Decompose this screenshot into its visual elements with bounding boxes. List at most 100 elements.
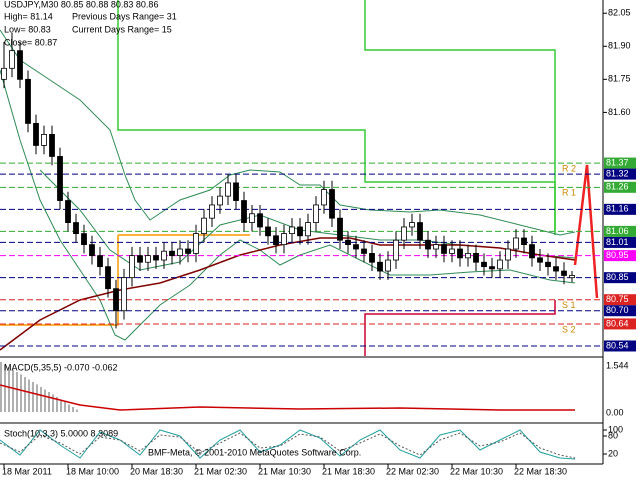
level-label: 80.95 xyxy=(606,250,629,260)
macd-axis-label: 0.00 xyxy=(606,407,624,417)
x-tick-label: 22 Mar 02:30 xyxy=(386,466,439,476)
candle-body xyxy=(433,244,439,250)
level-label: 80.64 xyxy=(606,318,629,328)
level-label-bg xyxy=(604,272,636,284)
macd-bar xyxy=(16,372,18,412)
stoch-tick-label: 100 xyxy=(608,424,623,434)
candle-body xyxy=(49,134,55,157)
candle-body xyxy=(305,222,311,237)
x-tick-label: 21 Mar 10:30 xyxy=(258,466,311,476)
candle-body xyxy=(17,50,23,80)
y-tick-label: 81.90 xyxy=(608,41,631,51)
bollinger-upper xyxy=(0,29,576,236)
level-label: 81.01 xyxy=(606,237,629,247)
level-label-bg xyxy=(604,168,636,180)
macd-bar xyxy=(28,379,30,412)
candle-body xyxy=(513,237,519,250)
candle-body xyxy=(273,235,279,246)
candle-body xyxy=(33,123,39,146)
level-label: 81.16 xyxy=(606,204,629,214)
macd-bar xyxy=(76,409,78,412)
candle-body xyxy=(505,248,511,261)
candle-body xyxy=(113,288,119,312)
candle-body xyxy=(41,134,47,146)
candle-body xyxy=(449,248,455,254)
candle-body xyxy=(425,239,431,250)
candle-body xyxy=(9,50,15,69)
macd-bar xyxy=(48,392,50,412)
candle-body xyxy=(521,237,527,246)
candle-body xyxy=(137,255,143,263)
x-tick-label: 22 Mar 18:30 xyxy=(514,466,567,476)
candle-body xyxy=(353,244,359,250)
candle-body xyxy=(57,156,63,201)
candle-body xyxy=(537,257,543,263)
macd-bar xyxy=(64,402,66,412)
candle-body xyxy=(561,270,567,276)
x-tick-label: 20 Mar 18:30 xyxy=(130,466,183,476)
macd-bar xyxy=(72,407,74,412)
candle-body xyxy=(193,233,199,254)
macd-bar xyxy=(36,384,38,412)
level-tag: R 1 xyxy=(562,188,576,198)
candle-body xyxy=(321,189,327,206)
x-tick-label: 18 Mar 10:00 xyxy=(66,466,119,476)
level-label: 81.26 xyxy=(606,182,629,192)
candle-body xyxy=(313,204,319,223)
level-label-bg xyxy=(604,305,636,317)
level-label-bg xyxy=(604,157,636,169)
level-label: 80.85 xyxy=(606,272,629,282)
level-label-bg xyxy=(604,318,636,330)
macd-title: MACD(5,35,5) -0.070 -0.062 xyxy=(4,362,118,372)
macd-bar xyxy=(40,387,42,412)
level-label: 81.37 xyxy=(606,157,629,167)
candle-body xyxy=(417,222,423,241)
candle-body xyxy=(457,248,463,259)
candle-body xyxy=(201,217,207,234)
candle-body xyxy=(249,213,255,223)
candle-body xyxy=(377,261,383,272)
prev-day-range-line xyxy=(364,300,556,356)
candle-body xyxy=(473,253,479,263)
level-tag: S 2 xyxy=(562,324,576,334)
x-tick-label: 22 Mar 10:30 xyxy=(450,466,503,476)
x-tick-label: 18 Mar 2011 xyxy=(2,466,52,476)
macd-bar xyxy=(32,382,34,412)
candle-body xyxy=(489,266,495,270)
level-label-bg xyxy=(604,294,636,306)
level-label: 81.06 xyxy=(606,226,629,236)
candle-body xyxy=(465,253,471,259)
stoch-tick-label: 20 xyxy=(608,448,618,458)
close-text: Close= 80.87 xyxy=(4,37,57,47)
macd-bar xyxy=(0,362,2,412)
high-text: High= 81.14 xyxy=(4,11,53,21)
pivot-line xyxy=(0,235,119,326)
stoch-title: Stoch(10,3,3) 5.0000 8.3089 xyxy=(4,428,118,438)
macd-bar xyxy=(68,404,70,412)
level-tag: S 1 xyxy=(562,300,576,310)
candle-body xyxy=(257,213,263,228)
level-label-bg xyxy=(604,225,636,237)
x-tick-label: 21 Mar 18:30 xyxy=(322,466,375,476)
candle-body xyxy=(385,259,391,272)
candle-body xyxy=(121,277,127,312)
macd-bar xyxy=(24,377,26,412)
candle-body xyxy=(161,250,167,261)
candle-body xyxy=(73,222,79,234)
candle-body xyxy=(545,261,551,268)
candle-body xyxy=(169,250,175,257)
level-label-bg xyxy=(604,340,636,352)
candle-body xyxy=(569,275,575,279)
candle-body xyxy=(177,248,183,257)
bollinger-lower xyxy=(0,69,576,341)
macd-bar xyxy=(20,374,22,412)
candle-body xyxy=(65,200,71,223)
candle-body xyxy=(81,233,87,246)
level-label: 80.70 xyxy=(606,305,629,315)
candle-body xyxy=(497,259,503,270)
copyright: BMF-Meta, © 2001-2010 MetaQuotes Softwar… xyxy=(148,447,361,457)
candle-body xyxy=(393,239,399,261)
candle-body xyxy=(225,182,231,197)
